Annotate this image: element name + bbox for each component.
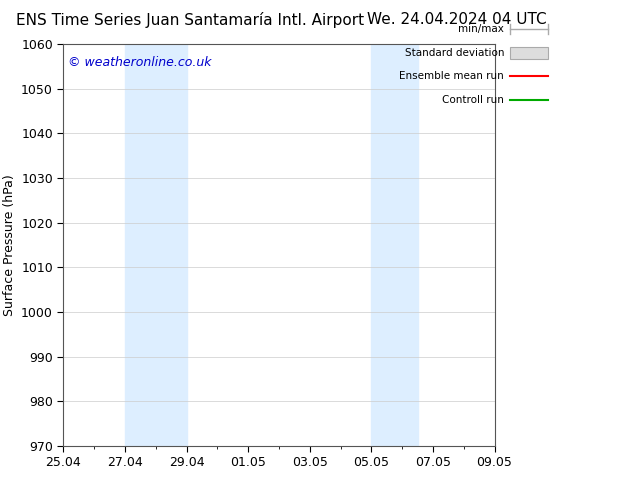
Text: Standard deviation: Standard deviation	[404, 48, 504, 58]
Text: ENS Time Series Juan Santamaría Intl. Airport: ENS Time Series Juan Santamaría Intl. Ai…	[16, 12, 365, 28]
Text: © weatheronline.co.uk: © weatheronline.co.uk	[68, 56, 211, 69]
Text: Controll run: Controll run	[442, 95, 504, 105]
Text: We. 24.04.2024 04 UTC: We. 24.04.2024 04 UTC	[366, 12, 547, 27]
Text: min/max: min/max	[458, 24, 504, 34]
Bar	[125, 44, 186, 446]
Bar	[372, 44, 418, 446]
Y-axis label: Surface Pressure (hPa): Surface Pressure (hPa)	[3, 174, 16, 316]
Text: Ensemble mean run: Ensemble mean run	[399, 72, 504, 81]
